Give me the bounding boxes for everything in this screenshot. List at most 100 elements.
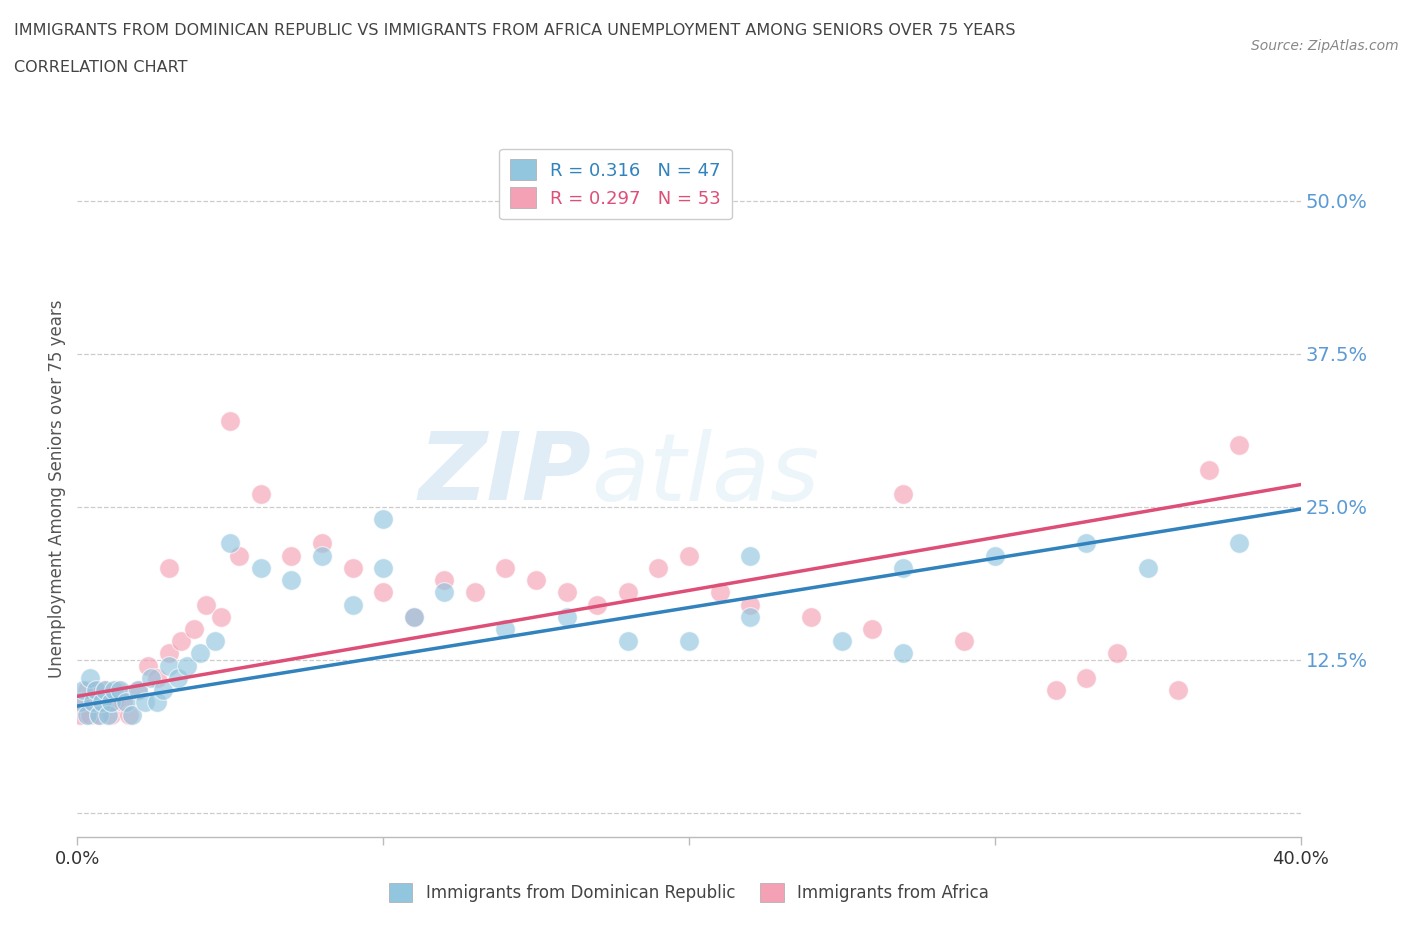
Point: [84, 683, 107, 698]
Point: [79, 671, 101, 685]
Point: [800, 609, 823, 624]
Text: atlas: atlas: [591, 429, 820, 520]
Point: [219, 536, 242, 551]
Point: [82, 695, 104, 710]
Point: [862, 621, 884, 636]
Point: [76, 683, 98, 698]
Point: [97, 707, 120, 722]
Point: [831, 633, 853, 648]
Point: [984, 548, 1007, 563]
Point: [103, 683, 125, 698]
Point: [146, 671, 169, 685]
Point: [555, 585, 578, 600]
Point: [127, 683, 149, 698]
Point: [464, 585, 486, 600]
Point: [97, 695, 120, 710]
Text: IMMIGRANTS FROM DOMINICAN REPUBLIC VS IMMIGRANTS FROM AFRICA UNEMPLOYMENT AMONG : IMMIGRANTS FROM DOMINICAN REPUBLIC VS IM…: [14, 23, 1015, 38]
Point: [139, 671, 162, 685]
Point: [402, 609, 425, 624]
Point: [170, 633, 193, 648]
Point: [87, 707, 110, 722]
Point: [740, 548, 762, 563]
Point: [311, 548, 333, 563]
Point: [90, 695, 112, 710]
Point: [115, 695, 138, 710]
Point: [69, 695, 91, 710]
Point: [176, 658, 198, 673]
Point: [740, 609, 762, 624]
Y-axis label: Unemployment Among Seniors over 75 years: Unemployment Among Seniors over 75 years: [48, 299, 66, 677]
Point: [209, 609, 232, 624]
Text: ZIP: ZIP: [418, 429, 591, 520]
Point: [617, 585, 640, 600]
Text: Source: ZipAtlas.com: Source: ZipAtlas.com: [1251, 39, 1399, 53]
Point: [495, 561, 517, 576]
Point: [157, 646, 180, 661]
Point: [342, 597, 364, 612]
Point: [1076, 671, 1098, 685]
Point: [1076, 536, 1098, 551]
Point: [371, 561, 394, 576]
Point: [167, 671, 190, 685]
Point: [82, 695, 104, 710]
Point: [311, 536, 333, 551]
Point: [118, 707, 141, 722]
Point: [280, 573, 302, 588]
Point: [1045, 683, 1067, 698]
Point: [891, 487, 914, 502]
Point: [678, 633, 700, 648]
Point: [204, 633, 226, 648]
Point: [371, 585, 394, 600]
Point: [1198, 462, 1220, 477]
Point: [555, 609, 578, 624]
Point: [402, 609, 425, 624]
Point: [524, 573, 547, 588]
Point: [586, 597, 609, 612]
Point: [157, 561, 180, 576]
Point: [103, 695, 125, 710]
Point: [891, 646, 914, 661]
Point: [188, 646, 211, 661]
Point: [157, 658, 180, 673]
Point: [127, 683, 149, 698]
Point: [647, 561, 669, 576]
Point: [69, 707, 91, 722]
Point: [90, 695, 112, 710]
Point: [953, 633, 976, 648]
Point: [112, 695, 135, 710]
Point: [105, 683, 128, 698]
Point: [1167, 683, 1189, 698]
Point: [495, 621, 517, 636]
Point: [250, 561, 273, 576]
Legend: Immigrants from Dominican Republic, Immigrants from Africa: Immigrants from Dominican Republic, Immi…: [382, 876, 995, 909]
Point: [79, 707, 101, 722]
Point: [152, 683, 174, 698]
Point: [121, 707, 143, 722]
Point: [1107, 646, 1129, 661]
Point: [94, 683, 117, 698]
Point: [740, 597, 762, 612]
Point: [108, 683, 131, 698]
Point: [250, 487, 273, 502]
Point: [342, 561, 364, 576]
Point: [84, 683, 107, 698]
Point: [72, 683, 94, 698]
Point: [433, 585, 456, 600]
Point: [87, 707, 110, 722]
Point: [100, 695, 122, 710]
Point: [891, 561, 914, 576]
Point: [100, 707, 122, 722]
Point: [371, 512, 394, 526]
Point: [76, 707, 98, 722]
Point: [194, 597, 217, 612]
Point: [617, 633, 640, 648]
Point: [709, 585, 731, 600]
Point: [219, 414, 242, 429]
Point: [678, 548, 700, 563]
Point: [228, 548, 250, 563]
Point: [134, 695, 156, 710]
Point: [146, 695, 169, 710]
Point: [280, 548, 302, 563]
Point: [1229, 536, 1251, 551]
Text: CORRELATION CHART: CORRELATION CHART: [14, 60, 187, 75]
